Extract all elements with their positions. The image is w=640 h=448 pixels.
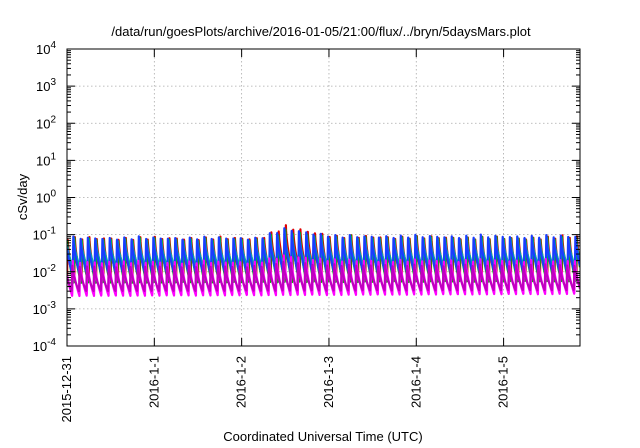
y-tick-label: 102 (36, 114, 56, 131)
y-tick-label: 10-4 (33, 337, 57, 354)
x-tick-label: 2016-1-4 (408, 356, 423, 408)
y-axis-label: cSv/day (15, 173, 30, 220)
x-tick-label: 2015-12-31 (59, 356, 74, 423)
y-tick-label: 10-2 (33, 263, 57, 280)
chart-title: /data/run/goesPlots/archive/2016-01-05/2… (111, 24, 531, 39)
x-tick-label: 2016-1-3 (321, 356, 336, 408)
x-tick-label: 2016-1-5 (496, 356, 511, 408)
y-tick-label: 10-1 (33, 226, 57, 243)
x-axis-label: Coordinated Universal Time (UTC) (223, 429, 422, 444)
y-tick-label: 101 (36, 151, 56, 168)
series-line (67, 260, 580, 293)
x-tick-label: 2016-1-2 (234, 356, 249, 408)
y-tick-label: 10-3 (33, 300, 57, 317)
y-axis: 10-4 10-3 10-2 10-1 100 101 102 103 104 (33, 40, 580, 354)
y-tick-label: 104 (36, 40, 56, 57)
series-layer (67, 224, 580, 298)
grid (67, 49, 580, 346)
x-axis: 2015-12-31 2016-1-1 2016-1-2 2016-1-3 2016-1… (59, 49, 511, 423)
y-tick-label: 100 (36, 189, 56, 206)
x-tick-label: 2016-1-1 (146, 356, 161, 408)
y-tick-label: 103 (36, 77, 56, 94)
